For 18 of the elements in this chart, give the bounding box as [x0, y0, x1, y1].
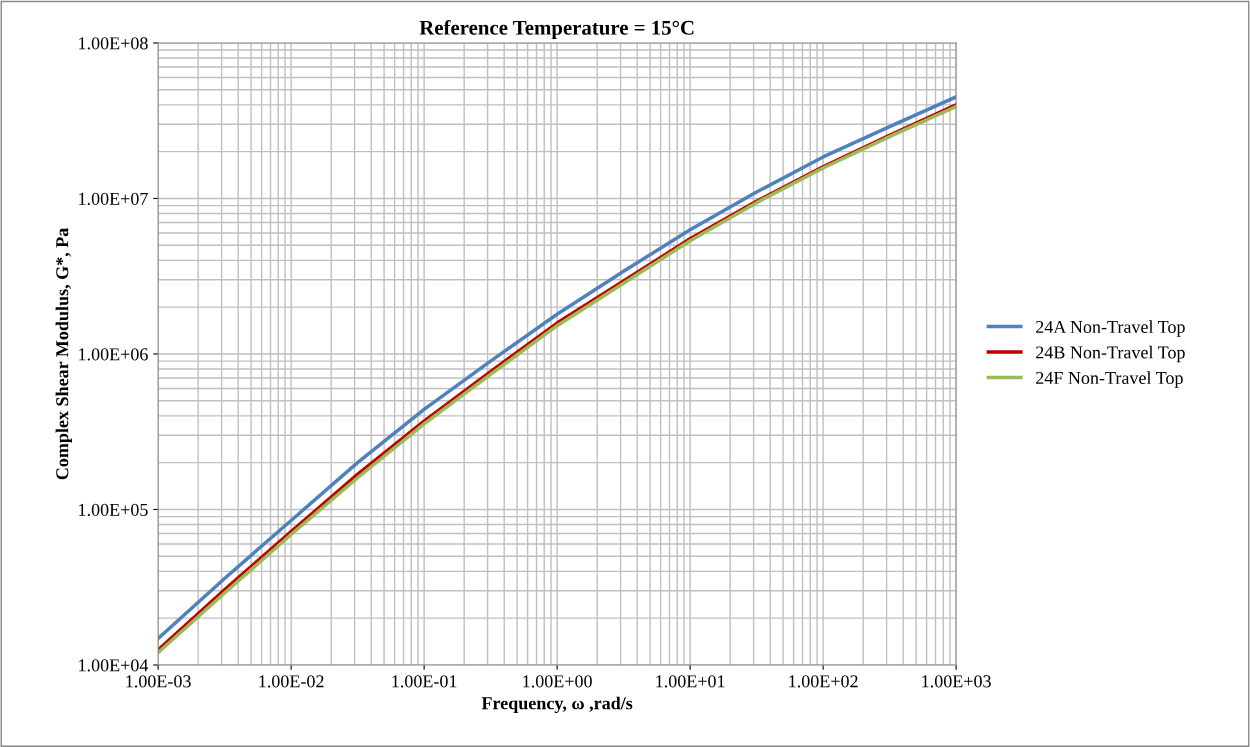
y-tick-label: 1.00E+05 [79, 503, 148, 516]
x-tick-label: 1.00E-03 [126, 675, 191, 688]
legend-label: 24B Non-Travel Top [1036, 345, 1185, 363]
x-tick-label: 1.00E+01 [656, 675, 725, 688]
x-tick-label: 1.00E-02 [259, 675, 324, 688]
y-tick-label: 1.00E+06 [79, 348, 148, 361]
x-tick-label: 1.00E-01 [392, 675, 457, 688]
legend-label: 24F Non-Travel Top [1036, 371, 1183, 388]
x-tick-label: 1.00E+03 [922, 675, 991, 688]
y-tick-label: 1.00E+08 [79, 37, 148, 50]
x-axis-title: Frequency, ω ,rad/s [481, 696, 633, 714]
x-tick-label: 1.00E+00 [523, 675, 592, 688]
y-tick-label: 1.00E+07 [79, 192, 148, 205]
legend-label: 24A Non-Travel Top [1036, 320, 1185, 337]
x-tick-label: 1.00E+02 [789, 675, 858, 688]
y-tick-label: 1.00E+04 [79, 659, 149, 672]
chart-title: Reference Temperature = 15°C [419, 19, 694, 40]
y-axis-title: Complex Shear Modulus, G*, Pa [55, 228, 72, 480]
